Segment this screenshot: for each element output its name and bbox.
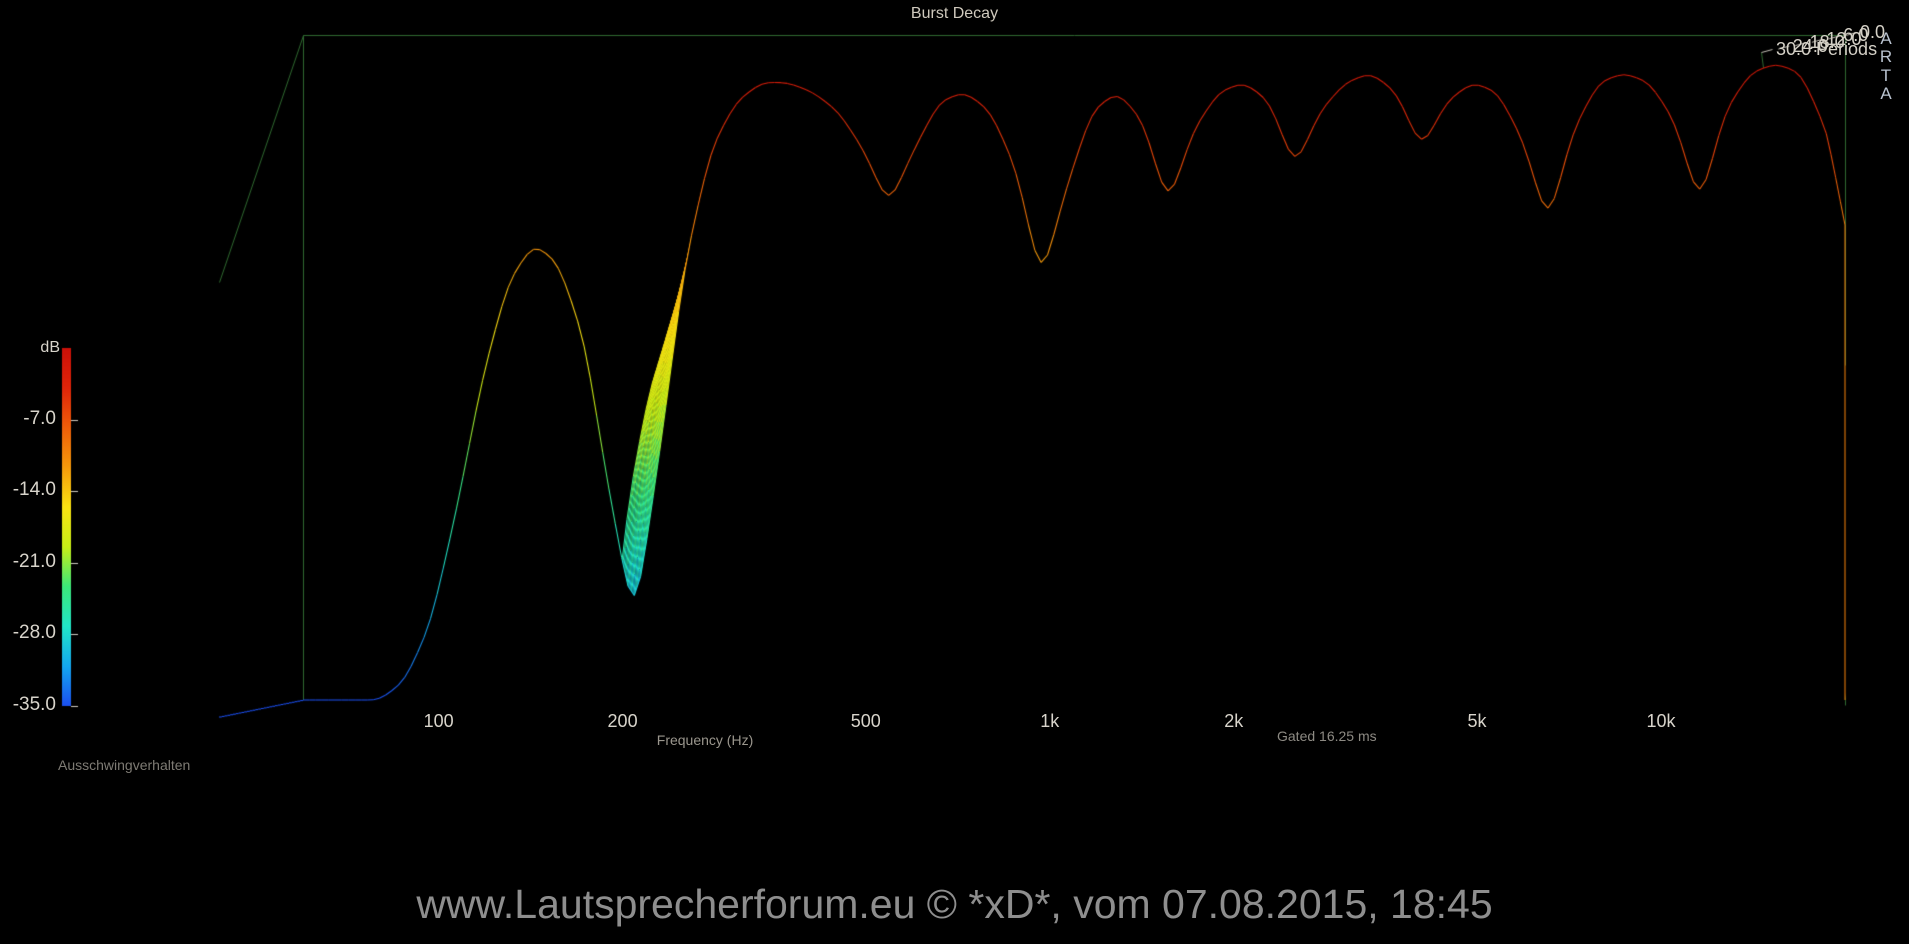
chart-caption: Ausschwingverhalten (58, 757, 191, 773)
x-axis-tick-2k: 2k (1224, 711, 1244, 731)
arta-letter-t: T (1880, 65, 1892, 85)
period-tick-30-0: 30.0 Periods (1776, 39, 1878, 59)
colorbar-tick--14-0: -14.0 (12, 479, 56, 501)
x-axis-tick-1k: 1k (1040, 711, 1060, 731)
period-tick-12-0: 12.0 (1826, 28, 1862, 49)
colorbar-tick--28-0: -28.0 (12, 622, 56, 644)
watermark-text: www.Lautsprecherforum.eu © *xD*, vom 07.… (416, 881, 1493, 927)
x-axis-tick-200: 200 (607, 711, 638, 731)
page-title: Burst Decay (910, 5, 999, 22)
x-axis-title: Frequency (Hz) (656, 732, 754, 748)
colorbar-tick--7-0: -7.0 (23, 407, 56, 429)
colorbar-unit-label: dB (40, 339, 60, 356)
x-axis-tick-100: 100 (423, 711, 454, 731)
gated-label: Gated 16.25 ms (1277, 728, 1377, 744)
period-tick-24-0: 24.0 (1792, 35, 1828, 56)
period-tick-6-0: 6.0 (1843, 25, 1869, 46)
x-axis-tick-5k: 5k (1467, 711, 1487, 731)
arta-logo: A R T A (1873, 29, 1899, 104)
colorbar-tick--21-0: -21.0 (12, 550, 56, 572)
colorbar-tick--35-0: -35.0 (12, 694, 56, 715)
period-tick-0-0: 0.0 (1860, 22, 1886, 42)
arta-letter-r: R (1879, 47, 1893, 67)
arta-letter-a2: A (1880, 84, 1892, 104)
x-axis-tick-10k: 10k (1646, 711, 1676, 731)
arta-letter-a1: A (1880, 29, 1892, 48)
x-axis-tick-500: 500 (850, 711, 881, 731)
period-tick-18-0: 18.0 (1809, 32, 1845, 53)
